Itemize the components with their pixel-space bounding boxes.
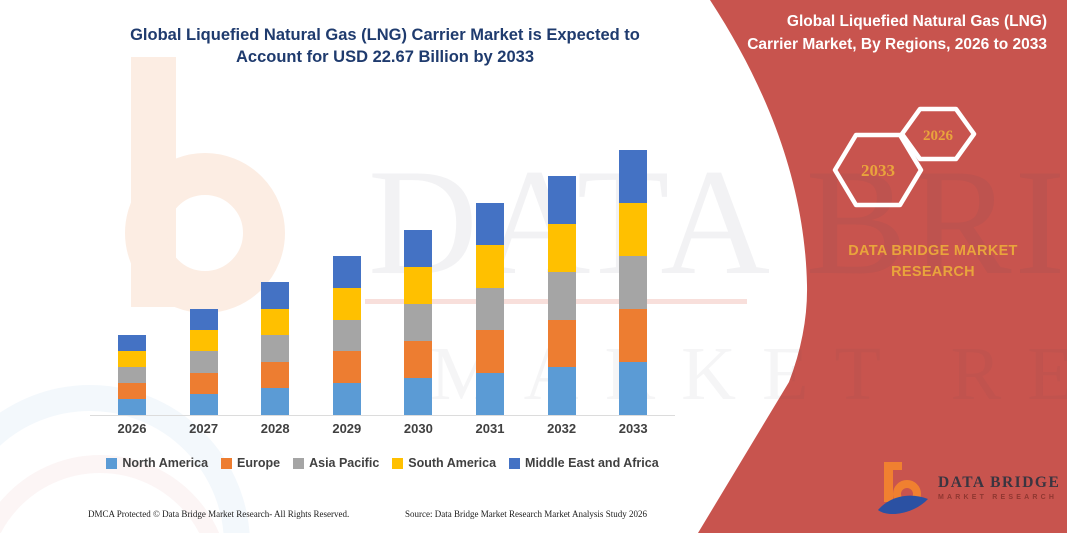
side-panel-title: Global Liquefied Natural Gas (LNG) Carri… xyxy=(747,13,1047,54)
bar-segment xyxy=(547,176,576,225)
hexagon-badge-2026 xyxy=(899,106,977,162)
legend-swatch xyxy=(392,457,404,469)
legend-item: North America xyxy=(106,456,208,470)
badge-year-back: 2033 xyxy=(861,161,895,180)
company-logo-subtitle: MARKET RESEARCH xyxy=(938,493,1058,501)
x-axis-label: 2033 xyxy=(618,421,648,436)
year-badges: 2026 2033 xyxy=(832,106,977,208)
bar-segment xyxy=(261,335,290,362)
bar-segment xyxy=(189,309,218,331)
x-axis-label: 2030 xyxy=(403,421,433,436)
hexagon-badge-2033 xyxy=(832,132,924,208)
stacked-bar-2030 xyxy=(404,229,433,415)
bar-segment xyxy=(332,319,361,352)
bar-segment xyxy=(547,224,576,272)
bar-segment xyxy=(118,367,146,384)
bar-segment xyxy=(261,282,290,309)
bar-segment xyxy=(476,202,504,246)
bar-segment xyxy=(619,203,648,256)
bar-segment xyxy=(547,367,576,415)
legend-item: South America xyxy=(392,456,496,470)
stacked-bar-2032 xyxy=(547,176,576,415)
plot-area xyxy=(90,140,675,416)
company-logo-name: DATA BRIDGE xyxy=(938,473,1061,491)
badge-year-front: 2026 xyxy=(923,128,954,144)
bar-segment xyxy=(118,383,146,400)
stacked-bar-2026 xyxy=(118,335,146,415)
bar-segment xyxy=(261,388,290,415)
legend-label: South America xyxy=(408,456,497,470)
legend-item: Europe xyxy=(221,456,280,470)
bar-segment xyxy=(476,245,504,288)
company-logo-icon xyxy=(878,462,928,515)
legend-item: Middle East and Africa xyxy=(509,456,659,470)
legend-swatch xyxy=(509,457,521,469)
logo-swoosh xyxy=(878,495,928,515)
bar-segment xyxy=(189,393,218,415)
bar-segment xyxy=(261,308,290,336)
bar-segment xyxy=(261,361,290,389)
bar-segment xyxy=(118,335,146,352)
bar-segment xyxy=(404,303,433,341)
legend-swatch xyxy=(106,457,118,469)
legend-swatch xyxy=(221,457,233,469)
footer-source-text: Source: Data Bridge Market Research Mark… xyxy=(405,509,647,519)
stacked-bar-2031 xyxy=(476,202,504,415)
bar-segment xyxy=(547,271,576,320)
bar-segment xyxy=(332,383,361,415)
bar-segment xyxy=(332,287,361,320)
bar-segment xyxy=(332,255,361,288)
bar-segment xyxy=(547,319,576,368)
legend-label: Middle East and Africa xyxy=(525,456,659,470)
bar-segment xyxy=(619,256,648,309)
company-logo-text: DATA BRIDGE MARKET RESEARCH xyxy=(938,474,1060,501)
logo-b-stem xyxy=(884,462,902,502)
legend-swatch xyxy=(293,457,305,469)
bar-segment xyxy=(189,330,218,352)
x-axis-label: 2032 xyxy=(547,421,577,436)
bar-segment xyxy=(404,377,433,415)
x-axis-label: 2031 xyxy=(475,421,505,436)
company-logo: DATA BRIDGE MARKET RESEARCH xyxy=(876,458,1060,516)
stacked-bar-2027 xyxy=(189,309,218,415)
legend-item: Asia Pacific xyxy=(293,456,379,470)
bar-segment xyxy=(189,351,218,373)
x-axis-label: 2029 xyxy=(332,421,362,436)
x-axis-label: 2027 xyxy=(189,421,219,436)
bar-segment xyxy=(118,399,146,415)
chart-title: Global Liquefied Natural Gas (LNG) Carri… xyxy=(130,26,640,67)
bar-segment xyxy=(404,266,433,304)
footer-dmca-text: DMCA Protected © Data Bridge Market Rese… xyxy=(88,509,350,519)
x-axis-labels: 2026 2027 2028 2029 2030 2031 2032 2033 xyxy=(90,421,675,439)
stacked-bar-2028 xyxy=(261,282,290,415)
bar-segment xyxy=(118,351,146,368)
bar-segment xyxy=(619,362,648,415)
bar-segment xyxy=(189,372,218,394)
legend: North America Europe Asia Pacific South Ame… xyxy=(60,456,705,470)
x-axis-label: 2028 xyxy=(260,421,290,436)
legend-label: Europe xyxy=(237,456,281,470)
bar-segment xyxy=(404,229,433,267)
stacked-bar-2033 xyxy=(619,150,648,415)
bar-segment xyxy=(404,340,433,378)
bar-segment xyxy=(476,287,504,331)
bar-segment xyxy=(476,372,504,415)
brand-wordmark: DATA BRIDGE MARKET RESEARCH xyxy=(848,243,1018,281)
x-axis-label: 2026 xyxy=(117,421,147,436)
legend-label: Asia Pacific xyxy=(309,456,380,470)
bar-segment xyxy=(619,150,648,203)
bar-segment xyxy=(476,330,504,373)
stacked-bar-2029 xyxy=(332,255,361,415)
bar-segment xyxy=(332,351,361,384)
bar-segment xyxy=(619,309,648,362)
legend-label: North America xyxy=(122,456,209,470)
